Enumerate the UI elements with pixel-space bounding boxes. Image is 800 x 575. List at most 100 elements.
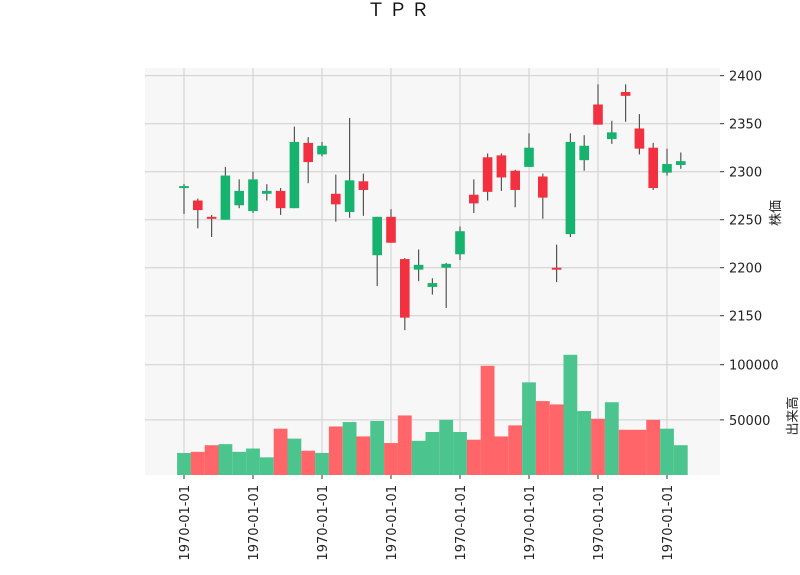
candle xyxy=(317,141,327,157)
volume-bar xyxy=(591,418,605,475)
volume-bar xyxy=(232,451,247,475)
x-axis-ticks: 1970-01-01 1970-01-01 1970-01-01 1970-01-01… xyxy=(178,475,676,561)
volume-bar xyxy=(384,443,398,475)
candle-body xyxy=(248,179,258,212)
candle xyxy=(427,278,438,295)
candle-body xyxy=(358,181,369,190)
price-tick-label: 2250 xyxy=(729,214,762,229)
candle-body xyxy=(593,104,603,125)
candle-body xyxy=(551,267,562,270)
candle xyxy=(344,117,355,218)
candle-body xyxy=(386,216,396,243)
volume-bar xyxy=(190,451,205,475)
candle-body xyxy=(427,283,438,287)
volume-bars xyxy=(177,354,688,475)
candle xyxy=(455,226,465,261)
volume-bar xyxy=(177,452,191,475)
candle-body xyxy=(441,263,451,268)
volume-bar xyxy=(604,402,619,475)
volume-bar xyxy=(453,431,467,475)
volume-bar xyxy=(287,438,302,475)
volume-bar xyxy=(632,429,647,475)
price-tick-label: 2150 xyxy=(729,310,762,325)
volume-tick-label: 50000 xyxy=(729,414,770,429)
volume-bar xyxy=(425,431,440,475)
candle xyxy=(248,171,258,213)
candle-body xyxy=(565,141,576,235)
candle-body xyxy=(482,157,493,192)
volume-bar xyxy=(549,404,564,475)
volume-bar xyxy=(480,365,495,475)
x-tick-label: 1970-01-01 xyxy=(454,485,469,561)
volume-bar xyxy=(370,420,385,475)
candle xyxy=(413,249,424,282)
candle-body xyxy=(206,216,217,219)
candle-body xyxy=(607,132,617,140)
volume-bar xyxy=(508,425,523,475)
candle-body xyxy=(620,92,631,96)
candle xyxy=(565,133,576,237)
candles xyxy=(179,84,686,331)
candle-body xyxy=(372,216,382,256)
candle-body xyxy=(510,170,520,190)
volume-bar xyxy=(218,444,233,475)
x-tick-label: 1970-01-01 xyxy=(247,485,262,561)
price-tick-label: 2350 xyxy=(729,118,762,133)
candle xyxy=(593,84,603,125)
volume-bar xyxy=(618,429,633,475)
candle xyxy=(220,166,231,220)
candle-body xyxy=(303,142,313,163)
candle-body xyxy=(676,161,686,165)
candle-body xyxy=(648,147,658,189)
volume-bar xyxy=(646,419,661,475)
candle xyxy=(469,179,479,213)
candle xyxy=(482,153,493,201)
candle-body xyxy=(524,147,534,167)
x-tick-label: 1970-01-01 xyxy=(316,485,331,561)
candle xyxy=(524,133,534,167)
price-tick-label: 2300 xyxy=(729,166,762,181)
candle-body xyxy=(413,264,424,270)
candle xyxy=(372,216,382,286)
candle-body xyxy=(220,175,231,220)
volume-bar xyxy=(328,426,343,475)
candle-body xyxy=(317,145,327,155)
candle xyxy=(441,262,451,309)
candle-body xyxy=(455,231,465,255)
candle xyxy=(648,142,658,190)
candle xyxy=(496,153,507,191)
volume-bar xyxy=(577,411,592,475)
x-tick-label: 1970-01-01 xyxy=(661,485,676,561)
volume-bar xyxy=(439,419,454,475)
candle-body xyxy=(634,128,645,149)
candle xyxy=(620,84,631,122)
volume-bar xyxy=(342,422,357,475)
volume-axis-ticks: 50000 100000 xyxy=(720,359,779,429)
candle xyxy=(551,244,562,283)
candle xyxy=(193,198,203,229)
candle-body xyxy=(331,193,341,205)
candle xyxy=(400,258,410,331)
candle xyxy=(607,120,617,144)
price-axis-label: 株価 xyxy=(769,200,784,226)
candle xyxy=(634,114,645,155)
volume-bar xyxy=(535,401,550,475)
candle xyxy=(538,173,548,219)
candle-body xyxy=(179,186,189,189)
volume-bar xyxy=(563,354,578,475)
candle-body xyxy=(400,259,410,318)
volume-bar xyxy=(356,436,371,475)
candle-body xyxy=(262,190,272,194)
volume-bar xyxy=(246,448,260,475)
candle-body xyxy=(344,180,355,213)
volume-bar xyxy=(259,457,274,475)
price-tick-label: 2200 xyxy=(729,262,762,277)
volume-bar xyxy=(273,428,288,475)
x-tick-label: 1970-01-01 xyxy=(385,485,400,561)
candle xyxy=(179,184,189,214)
candle-body xyxy=(496,155,507,178)
volume-bar xyxy=(466,439,481,475)
candle-body xyxy=(193,200,203,211)
candle-body xyxy=(538,176,548,198)
